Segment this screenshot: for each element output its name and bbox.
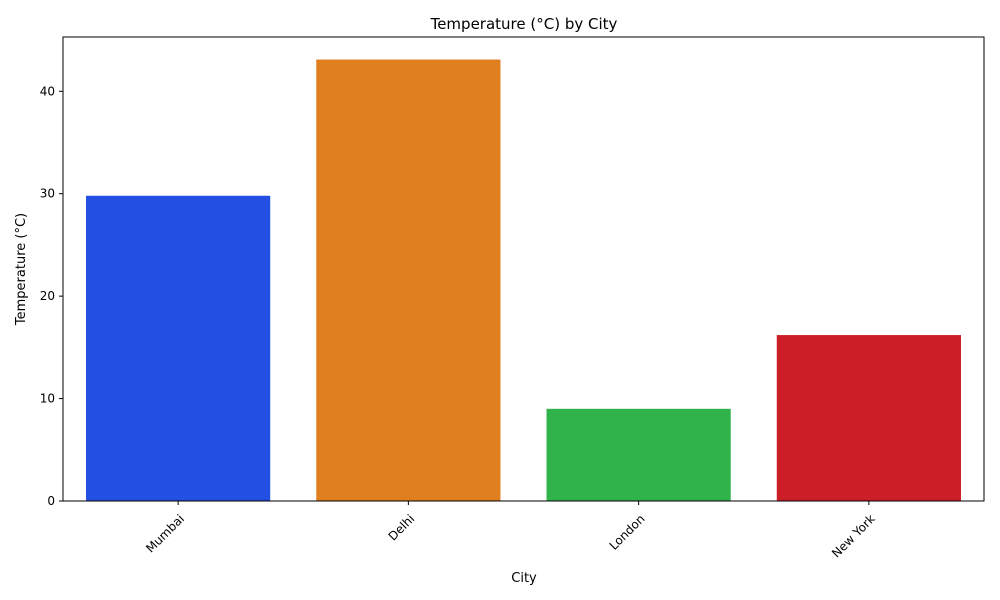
x-tick-label: Mumbai [143,512,187,556]
bar-mumbai [86,195,271,501]
y-tick-label: 20 [40,289,55,303]
bars-group [86,59,961,502]
x-axis: Mumbai Delhi London New York [143,501,878,560]
plot-frame [62,36,985,502]
x-tick-label: Delhi [386,512,418,544]
y-tick-label: 10 [40,392,55,406]
y-tick-label: 0 [47,494,55,508]
x-tick-label: London [607,512,648,553]
y-tick-label: 30 [40,187,55,201]
x-axis-label: City [511,571,537,586]
y-tick-label: 40 [40,84,55,98]
bar-delhi [316,59,501,502]
bar-new-york [776,335,961,501]
chart-title: Temperature (°C) by City [430,15,618,33]
bar-london [546,408,731,501]
y-axis-label: Temperature (°C) [14,213,29,326]
y-axis: 0 10 20 30 40 [40,84,63,508]
x-tick-label: New York [829,512,878,561]
